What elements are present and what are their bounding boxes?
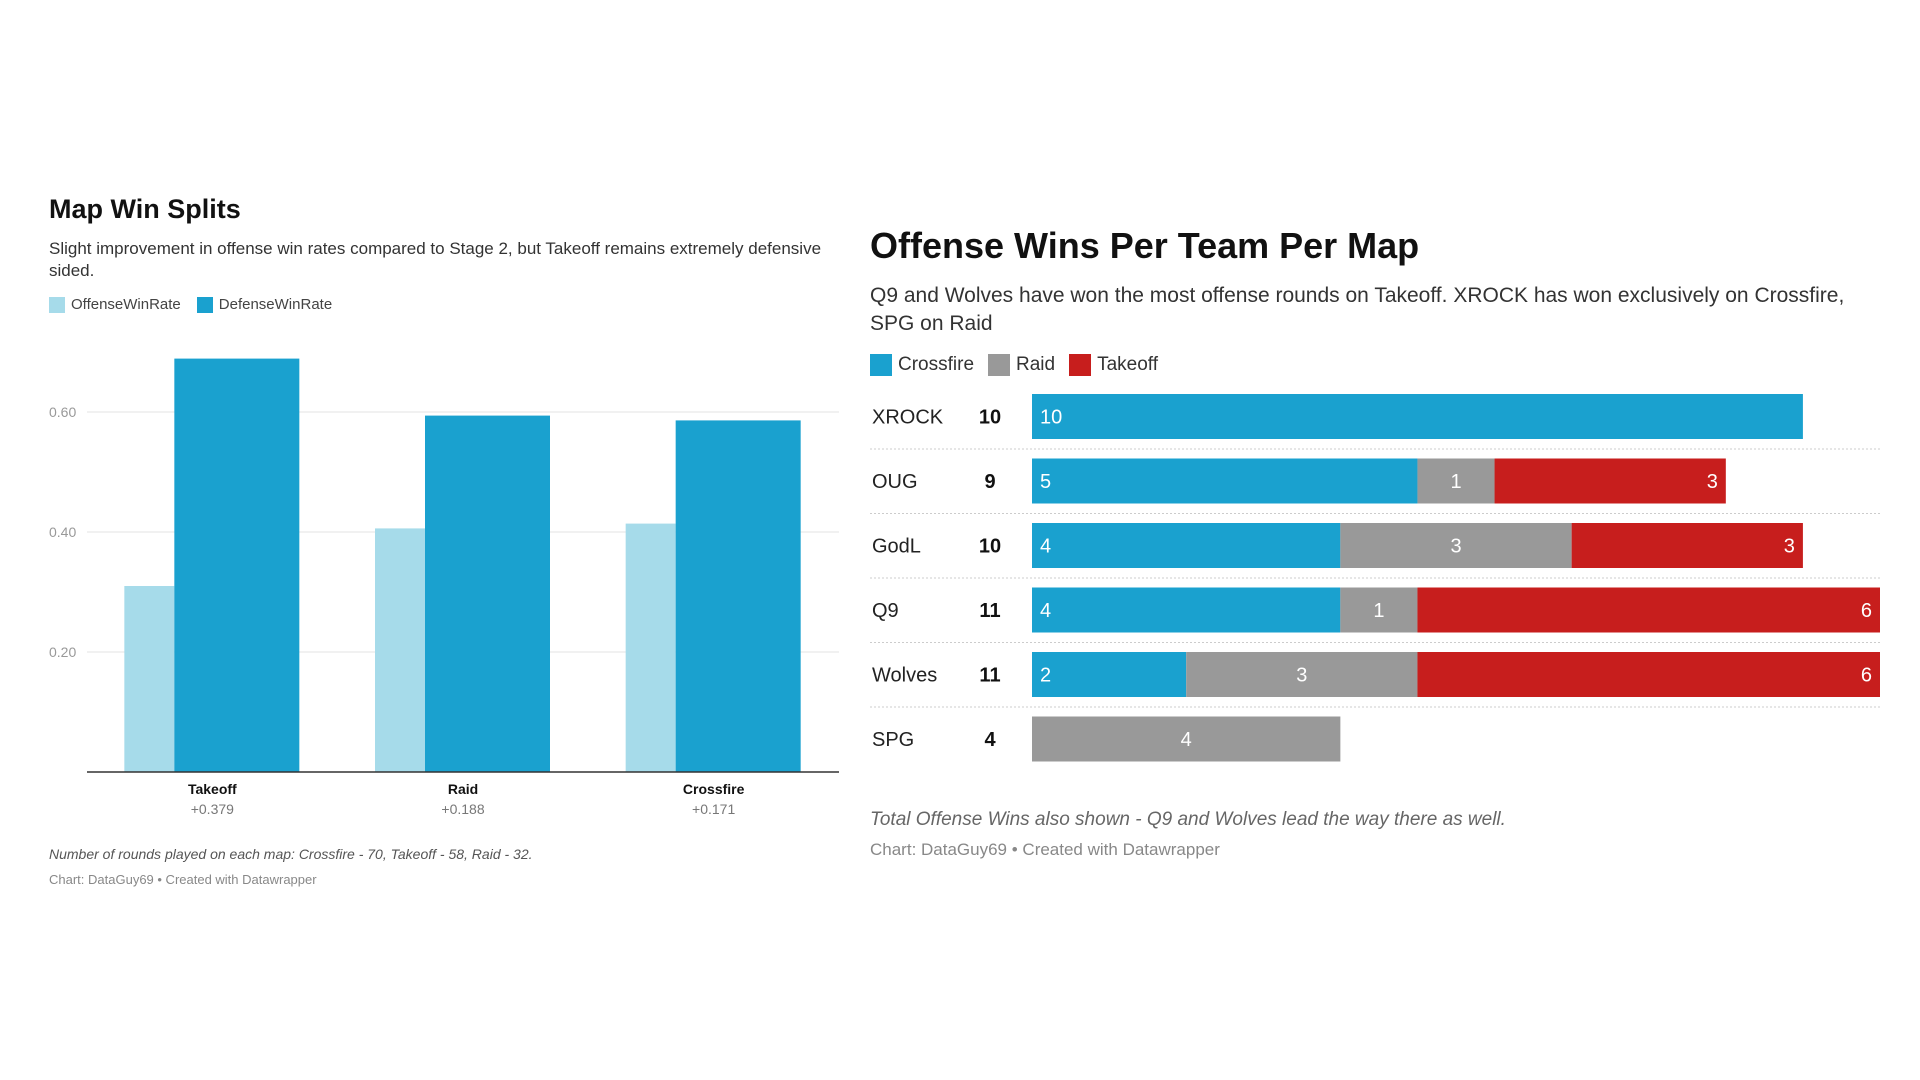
legend-item-crossfire: Crossfire xyxy=(870,354,974,376)
legend-label-offense: OffenseWinRate xyxy=(71,296,181,313)
legend-item-defense: DefenseWinRate xyxy=(196,296,333,313)
data-label: 4 xyxy=(1040,600,1051,622)
legend-swatch-defense xyxy=(196,296,213,313)
bar-raid-wolves xyxy=(1186,652,1418,697)
legend-swatch-takeoff xyxy=(1069,354,1092,376)
bar-defensewinrate-takeoff xyxy=(174,358,300,772)
bar-takeoff-wolves xyxy=(1417,652,1880,697)
legend-swatch-raid xyxy=(988,354,1011,376)
team-total: 11 xyxy=(979,600,1000,622)
bar-offensewinrate-raid xyxy=(375,528,425,772)
stacked-bar-plot: XROCK 10 10 OUG 9 5 1 3 GodL 10 4 3 3 Q9 11 4 1 6 Wolves 11… xyxy=(870,394,1880,762)
data-label: 3 xyxy=(1784,536,1795,558)
legend-label-defense: DefenseWinRate xyxy=(218,296,333,313)
y-tick-label: 0.40 xyxy=(49,524,76,540)
data-label: 5 xyxy=(1040,471,1051,493)
y-tick-label: 0.20 xyxy=(49,644,76,660)
bar-takeoff-godl xyxy=(1571,523,1803,568)
data-label: 3 xyxy=(1296,665,1307,687)
chart-notes: Number of rounds played on each map: Cro… xyxy=(49,846,533,862)
bar-takeoff-q9 xyxy=(1417,587,1880,633)
bar-raid-spg xyxy=(1032,716,1341,762)
chart-title: Offense Wins Per Team Per Map xyxy=(870,225,1420,266)
data-label: 2 xyxy=(1040,665,1051,687)
legend-item-raid: Raid xyxy=(988,354,1055,376)
legend-item-offense: OffenseWinRate xyxy=(49,296,181,313)
legend-label-crossfire: Crossfire xyxy=(898,354,975,375)
team-total: 9 xyxy=(984,471,995,493)
bar-crossfire-wolves xyxy=(1032,652,1187,697)
chart-title: Map Win Splits xyxy=(49,194,241,224)
chart-subtitle: Q9 and Wolves have won the most offense … xyxy=(870,284,1845,335)
team-total: 11 xyxy=(979,665,1000,687)
data-label: 4 xyxy=(1181,729,1192,751)
map-win-splits-chart: Map Win Splits Slight improvement in off… xyxy=(49,192,849,912)
bar-raid-oug xyxy=(1417,458,1495,504)
team-label: XROCK xyxy=(872,407,944,429)
x-tick-label: Raid xyxy=(448,781,478,797)
legend-item-takeoff: Takeoff xyxy=(1069,354,1158,376)
chart-subtitle: Slight improvement in offense win rates … xyxy=(49,239,822,280)
data-label: 1 xyxy=(1450,471,1461,493)
legend-label-takeoff: Takeoff xyxy=(1097,354,1159,375)
x-tick-sublabel: +0.171 xyxy=(692,801,735,817)
bar-defensewinrate-crossfire xyxy=(675,420,801,772)
legend-swatch-offense xyxy=(49,296,65,313)
x-tick-sublabel: +0.379 xyxy=(191,801,234,817)
x-tick-label: Takeoff xyxy=(188,781,237,797)
legend-label-raid: Raid xyxy=(1016,354,1056,375)
y-tick-label: 0.60 xyxy=(49,404,76,420)
chart-notes: Total Offense Wins also shown - Q9 and W… xyxy=(870,809,1506,830)
chart-credit: Chart: DataGuy69 • Created with Datawrap… xyxy=(49,872,317,887)
team-total: 10 xyxy=(979,536,1001,558)
data-label: 10 xyxy=(1040,407,1062,429)
data-label: 6 xyxy=(1861,600,1872,622)
team-total: 4 xyxy=(984,729,996,751)
bar-raid-godl xyxy=(1340,523,1572,568)
chart-credit: Chart: DataGuy69 • Created with Datawrap… xyxy=(870,840,1220,859)
team-label: Q9 xyxy=(872,600,899,622)
x-tick-label: Crossfire xyxy=(683,781,745,797)
data-label: 3 xyxy=(1450,536,1461,558)
team-label: GodL xyxy=(872,536,921,558)
legend-swatch-crossfire xyxy=(870,354,892,376)
bar-chart-plot: 0.20 0.40 0.60 Takeoff +0.379 Raid +0.188 Cross… xyxy=(49,358,839,817)
offense-wins-chart: Offense Wins Per Team Per Map Q9 and Wol… xyxy=(870,224,1880,884)
bar-crossfire-godl xyxy=(1032,523,1341,568)
data-label: 6 xyxy=(1861,665,1872,687)
team-label: OUG xyxy=(872,471,918,493)
team-label: SPG xyxy=(872,729,914,751)
bar-crossfire-q9 xyxy=(1032,587,1341,633)
bar-offensewinrate-crossfire xyxy=(625,523,676,772)
bar-raid-q9 xyxy=(1340,587,1418,633)
bar-offensewinrate-takeoff xyxy=(124,586,175,772)
legend: OffenseWinRate DefenseWinRate xyxy=(49,296,849,313)
x-tick-sublabel: +0.188 xyxy=(441,801,484,817)
team-total: 10 xyxy=(979,407,1001,429)
bar-takeoff-oug xyxy=(1494,458,1726,504)
data-label: 1 xyxy=(1373,600,1384,622)
bar-defensewinrate-raid xyxy=(425,415,550,772)
data-label: 3 xyxy=(1707,471,1718,493)
bar-crossfire-oug xyxy=(1032,458,1418,504)
legend: Crossfire Raid Takeoff xyxy=(870,354,1880,376)
bar-crossfire-xrock xyxy=(1032,394,1803,439)
data-label: 4 xyxy=(1040,536,1051,558)
team-label: Wolves xyxy=(872,665,937,687)
